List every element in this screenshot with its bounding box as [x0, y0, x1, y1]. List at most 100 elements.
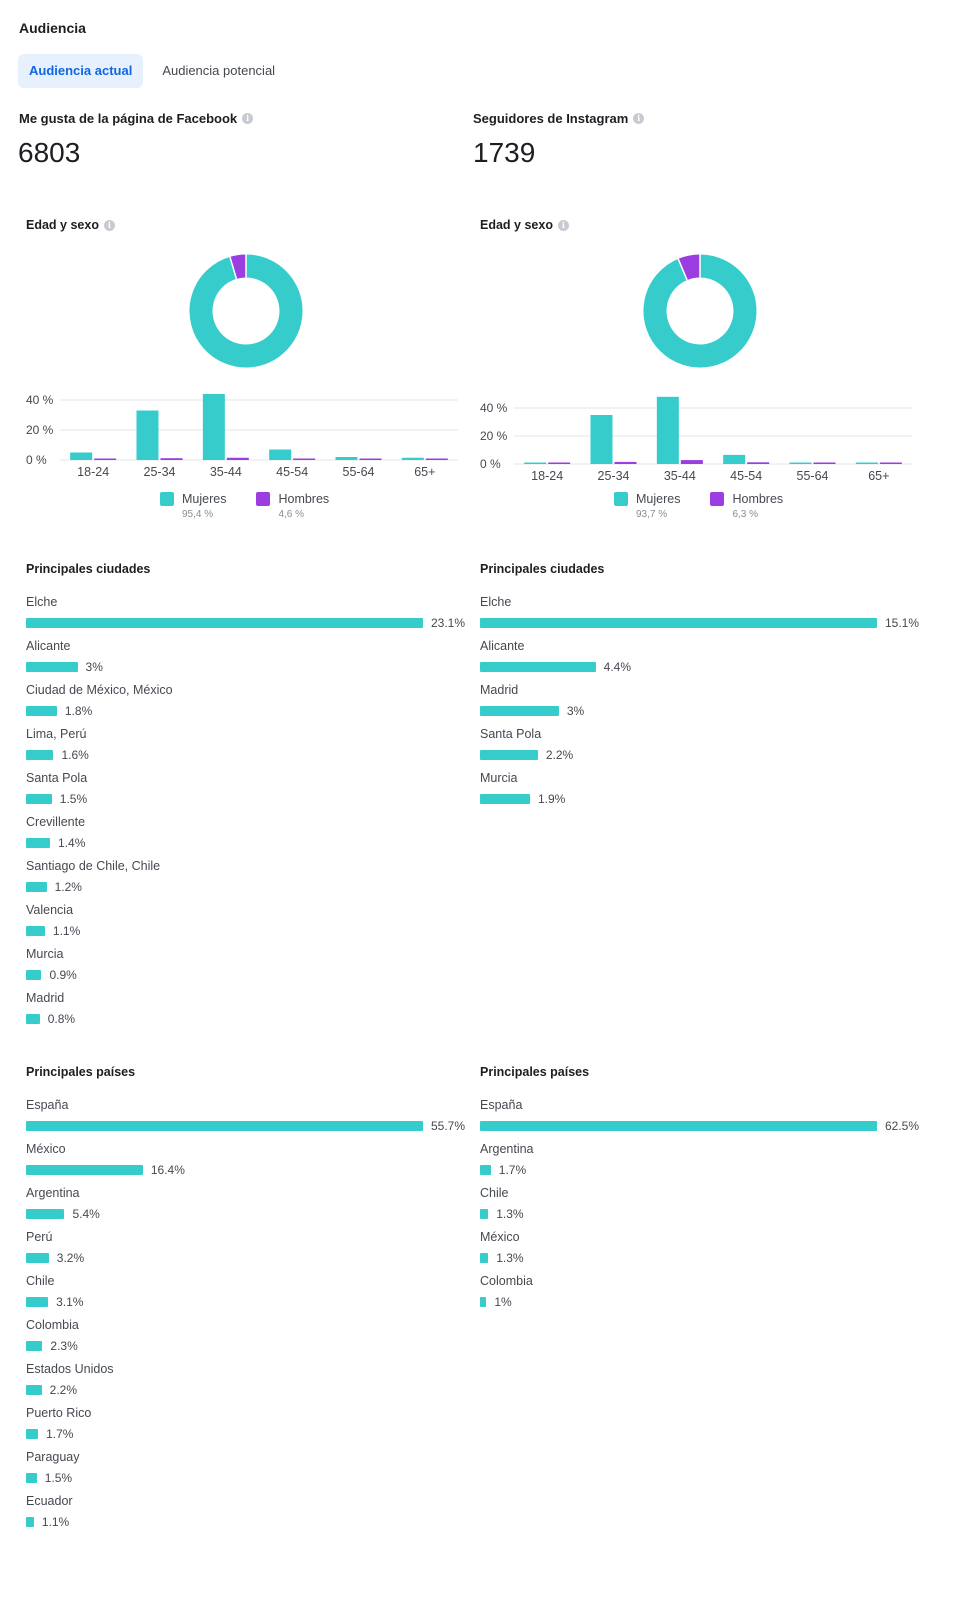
- list-item-label: Santa Pola: [480, 727, 542, 741]
- bar-women-18-24[interactable]: [70, 452, 93, 461]
- list-item-bar[interactable]: [26, 970, 42, 980]
- list-item-bar-row: 3.2%: [26, 1248, 466, 1268]
- bar-men-18-24[interactable]: [548, 462, 571, 465]
- info-icon[interactable]: i: [633, 113, 645, 124]
- list-item-bar[interactable]: [26, 1209, 65, 1219]
- bar-men-18-24[interactable]: [94, 458, 117, 461]
- bar-women-55-64[interactable]: [789, 462, 812, 465]
- bar-men-55-64[interactable]: [813, 462, 836, 465]
- info-icon[interactable]: i: [242, 113, 254, 124]
- x-tick-label: 35-44: [210, 465, 242, 479]
- donut-slice-mujeres[interactable]: [189, 254, 303, 368]
- bar-men-65+[interactable]: [879, 462, 902, 465]
- list-item-label: México: [26, 1142, 66, 1156]
- list-item-bar[interactable]: [26, 926, 45, 936]
- list-item-bar[interactable]: [26, 1517, 34, 1527]
- list-item-value: 1%: [494, 1295, 512, 1309]
- bar-women-45-54[interactable]: [723, 454, 746, 464]
- list-item-bar[interactable]: [26, 1473, 37, 1483]
- bar-women-65+[interactable]: [401, 457, 424, 460]
- tab-current-audience[interactable]: Audiencia actual: [18, 54, 144, 88]
- list-item-bar[interactable]: [26, 1385, 42, 1395]
- list-item-bar-row: 1.2%: [26, 877, 466, 897]
- bar-women-35-44[interactable]: [656, 396, 679, 464]
- list-item-bar-row: 2.2%: [480, 745, 920, 765]
- list-item-bar[interactable]: [26, 706, 57, 716]
- list-item-bar[interactable]: [480, 750, 538, 760]
- list-item: Murcia 1.9%: [480, 770, 920, 814]
- list-item-label: Murcia: [480, 771, 518, 785]
- info-icon[interactable]: i: [103, 219, 115, 231]
- list-item: México 16.4%: [26, 1141, 466, 1185]
- facebook-likes-label: Me gusta de la página de Facebook i: [19, 111, 254, 126]
- list-item-bar-row: 1.3%: [480, 1248, 920, 1268]
- donut-slice-mujeres[interactable]: [643, 254, 757, 368]
- list-item-value: 1.3%: [496, 1251, 524, 1265]
- bar-men-65+[interactable]: [425, 458, 448, 461]
- donut-slice-hombres[interactable]: [229, 254, 247, 279]
- y-tick-label: 0 %: [26, 453, 47, 467]
- list-item: Chile 1.3%: [480, 1185, 920, 1229]
- list-item-bar[interactable]: [480, 1209, 489, 1219]
- bar-women-55-64[interactable]: [335, 457, 358, 460]
- bar-men-35-44[interactable]: [680, 460, 703, 464]
- x-tick-label: 65+: [414, 465, 435, 479]
- list-item-bar[interactable]: [480, 1165, 491, 1175]
- list-item-bar[interactable]: [26, 1014, 40, 1024]
- info-icon[interactable]: i: [557, 219, 569, 231]
- bar-women-25-34[interactable]: [136, 410, 159, 461]
- bar-men-45-54[interactable]: [293, 458, 316, 461]
- x-tick-label: 65+: [868, 469, 889, 483]
- list-item-value: 3.2%: [56, 1251, 85, 1265]
- y-tick-label: 20 %: [26, 423, 54, 437]
- list-item-value: 2.3%: [50, 1339, 78, 1353]
- bar-women-35-44[interactable]: [202, 394, 225, 460]
- bar-men-25-34[interactable]: [614, 461, 637, 464]
- list-item-bar[interactable]: [26, 662, 78, 672]
- list-item-bar[interactable]: [26, 882, 47, 892]
- tab-potential-audience[interactable]: Audiencia potencial: [162, 63, 276, 78]
- list-item-bar-row: 3%: [480, 701, 920, 721]
- legend-pct-women: 93,7 %: [636, 509, 668, 520]
- list-item-bar[interactable]: [26, 1253, 49, 1263]
- list-item-label: Colombia: [480, 1274, 533, 1288]
- list-item-label: Crevillente: [26, 815, 86, 829]
- list-item-label: Paraguay: [26, 1450, 80, 1464]
- list-item-bar[interactable]: [26, 1297, 49, 1307]
- bar-men-45-54[interactable]: [747, 462, 770, 464]
- instagram-followers-label: Seguidores de Instagram i: [473, 111, 645, 126]
- bar-men-25-34[interactable]: [160, 458, 183, 460]
- legend-swatch-men: [256, 492, 271, 506]
- list-item-bar[interactable]: [26, 838, 51, 848]
- list-item-bar[interactable]: [26, 618, 423, 628]
- list-item-bar[interactable]: [480, 706, 559, 716]
- list-item-bar[interactable]: [480, 1121, 877, 1131]
- list-item: Lima, Perú 1.6%: [26, 726, 466, 770]
- bar-women-65+[interactable]: [855, 462, 878, 465]
- list-item-label: Perú: [26, 1230, 53, 1244]
- list-item-bar[interactable]: [480, 662, 596, 672]
- donut-slice-hombres[interactable]: [678, 254, 701, 281]
- legend-swatch-men: [710, 492, 725, 506]
- bar-men-55-64[interactable]: [359, 458, 382, 461]
- list-item-bar[interactable]: [26, 1121, 423, 1131]
- list-item: Elche 15.1%: [480, 594, 920, 638]
- legend-label-men: Hombres: [732, 492, 784, 506]
- instagram-age-gender-title: Edad y sexo i: [480, 218, 569, 232]
- list-item-bar[interactable]: [480, 1253, 489, 1263]
- bar-women-25-34[interactable]: [590, 415, 613, 464]
- bar-women-45-54[interactable]: [269, 449, 292, 461]
- list-item-bar[interactable]: [26, 794, 52, 804]
- bar-men-35-44[interactable]: [226, 457, 249, 460]
- list-item-bar[interactable]: [480, 618, 877, 628]
- bar-women-18-24[interactable]: [524, 462, 547, 465]
- list-item-bar[interactable]: [480, 794, 530, 804]
- list-item-bar[interactable]: [26, 1165, 143, 1175]
- list-item-bar[interactable]: [26, 750, 54, 760]
- facebook-cities-title: Principales ciudades: [26, 562, 151, 576]
- list-item-bar[interactable]: [480, 1297, 487, 1307]
- list-item-label: Elche: [26, 595, 58, 609]
- instagram-countries-list: España 62.5% Argentina 1.7% Chile 1.3% México 1…: [480, 1097, 920, 1317]
- list-item-bar[interactable]: [26, 1341, 43, 1351]
- list-item-bar[interactable]: [26, 1429, 39, 1439]
